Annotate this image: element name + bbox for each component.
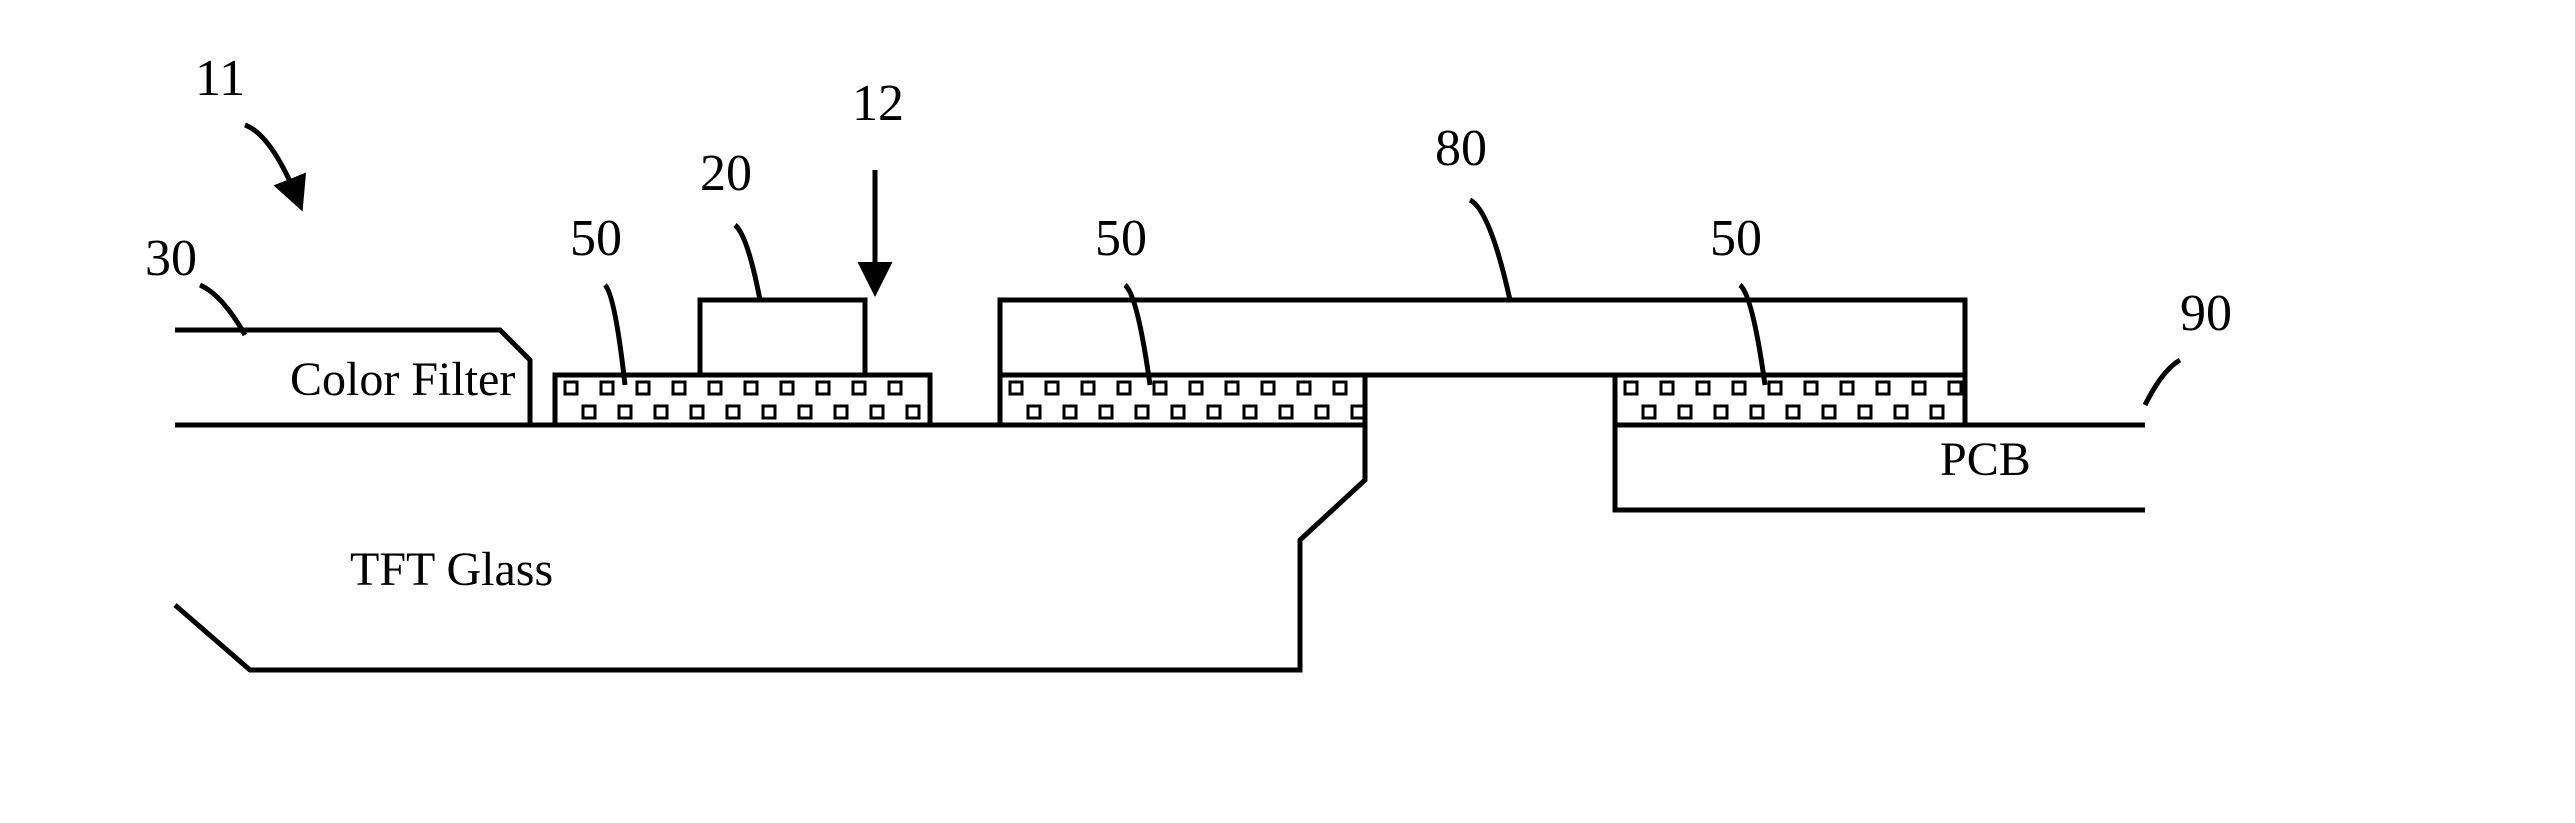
color-filter-label: Color Filter [290,353,515,406]
pcb-label: PCB [1940,433,2031,486]
tft-glass-label: TFT Glass [350,543,553,596]
callout-n90: 90 [2180,285,2232,342]
callout-n12: 12 [852,75,904,132]
acf-strip [1000,375,1365,425]
callout-leader [1470,200,1510,300]
callout-leader [605,285,625,385]
pcb [1615,425,2145,510]
acf-strip [555,375,930,425]
callout-n30: 30 [145,230,197,287]
callout-n50c: 50 [1710,210,1762,267]
callout-n11: 11 [195,50,245,107]
callout-n50a: 50 [570,210,622,267]
driver-chip [700,300,865,375]
callout-leader [735,225,760,300]
callout-n80: 80 [1435,120,1487,177]
callout-leader [245,125,300,205]
callout-n20: 20 [700,145,752,202]
callout-leader [2145,360,2180,405]
callout-n50b: 50 [1095,210,1147,267]
acf-strip [1615,375,1965,425]
